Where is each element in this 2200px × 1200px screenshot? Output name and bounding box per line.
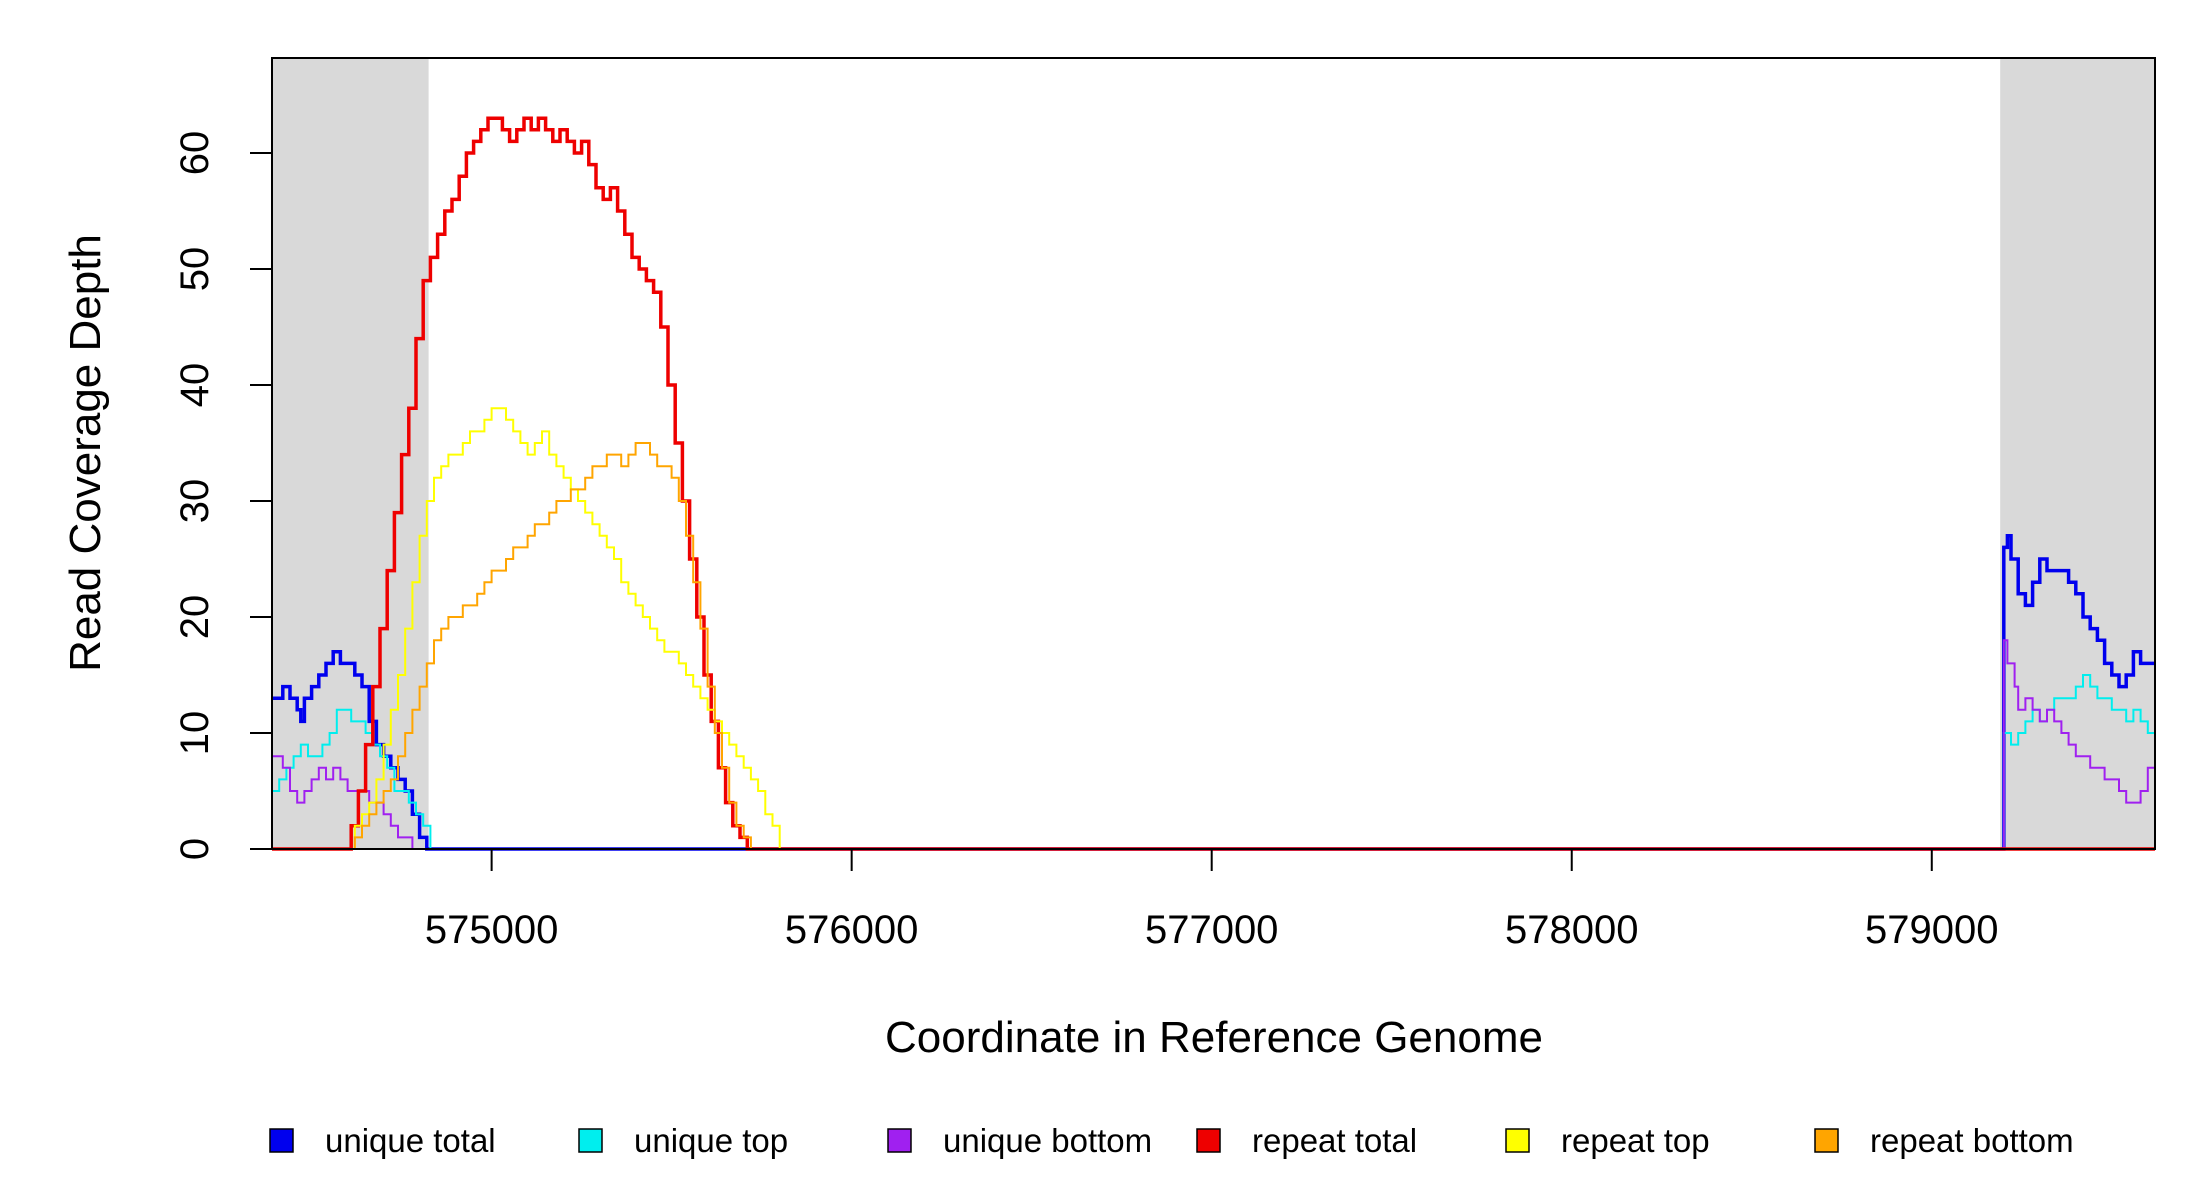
- y-tick-label: 60: [173, 131, 217, 176]
- legend: unique total unique top unique bottom repea…: [269, 1122, 2074, 1159]
- legend-swatch: [578, 1128, 603, 1153]
- legend-swatch: [1814, 1128, 1839, 1153]
- legend-label: repeat bottom: [1870, 1122, 2074, 1159]
- legend-swatch: [269, 1128, 294, 1153]
- shaded-region-2: [2000, 58, 2155, 849]
- shaded-regions: [272, 58, 2155, 849]
- legend-item-unique-top: unique top: [578, 1122, 788, 1159]
- y-tick-label: 50: [173, 247, 217, 292]
- y-tick-label: 30: [173, 479, 217, 524]
- x-tick-label: 575000: [425, 908, 558, 952]
- series-lines: [272, 116, 2156, 851]
- legend-item-repeat-bottom: repeat bottom: [1814, 1122, 2074, 1159]
- x-tick-label: 579000: [1865, 908, 1998, 952]
- legend-item-repeat-top: repeat top: [1505, 1122, 1710, 1159]
- y-axis: 0 10 20 30 40 50 60: [173, 131, 273, 860]
- series-repeat-top: [272, 407, 2155, 850]
- y-axis-title: Read Coverage Depth: [61, 234, 110, 672]
- series-repeat-bottom: [272, 442, 2155, 850]
- x-tick-label: 577000: [1145, 908, 1278, 952]
- legend-item-repeat-total: repeat total: [1196, 1122, 1417, 1159]
- legend-item-unique-total: unique total: [269, 1122, 496, 1159]
- series-repeat-total: [272, 116, 2155, 851]
- x-tick-label: 576000: [785, 908, 918, 952]
- legend-swatch: [1196, 1128, 1221, 1153]
- legend-label: unique top: [634, 1122, 788, 1159]
- x-axis-title: Coordinate in Reference Genome: [885, 1013, 1543, 1062]
- y-tick-label: 10: [173, 711, 217, 756]
- legend-label: unique total: [325, 1122, 496, 1159]
- legend-swatch: [1505, 1128, 1530, 1153]
- series-unique-top: [272, 674, 2156, 850]
- legend-label: repeat total: [1252, 1122, 1417, 1159]
- legend-swatch: [887, 1128, 912, 1153]
- plot-frame: [271, 57, 2156, 850]
- x-tick-label: 578000: [1505, 908, 1638, 952]
- y-tick-label: 40: [173, 363, 217, 408]
- series-unique-bottom: [272, 639, 2155, 850]
- legend-item-unique-bottom: unique bottom: [887, 1122, 1152, 1159]
- legend-label: unique bottom: [943, 1122, 1152, 1159]
- x-axis: 575000 576000 577000 578000 579000: [425, 849, 1999, 952]
- legend-label: repeat top: [1561, 1122, 1710, 1159]
- series-unique-total: [272, 534, 2155, 851]
- y-tick-label: 0: [173, 838, 217, 860]
- y-tick-label: 20: [173, 595, 217, 640]
